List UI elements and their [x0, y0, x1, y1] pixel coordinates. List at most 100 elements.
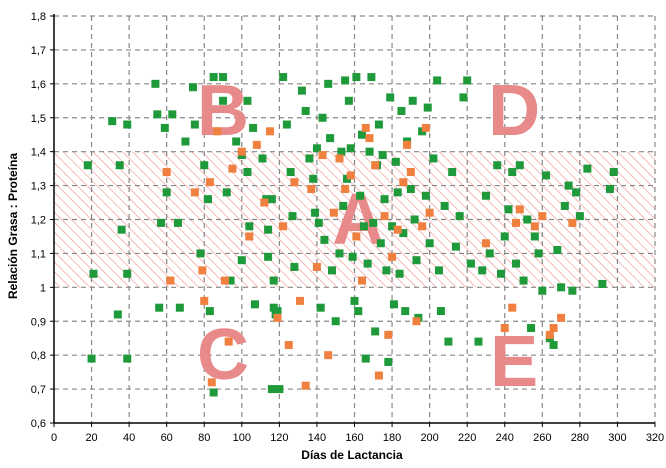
data-point: [508, 168, 517, 177]
data-point: [412, 256, 421, 265]
data-point: [173, 218, 182, 227]
data-point: [504, 205, 513, 214]
data-point: [224, 337, 233, 346]
y-tick-label: 1,7: [31, 45, 46, 57]
data-point: [204, 195, 213, 204]
data-point: [286, 168, 295, 177]
data-point: [478, 266, 487, 275]
data-point: [395, 269, 404, 278]
data-point: [463, 76, 472, 85]
data-point: [575, 212, 584, 221]
data-point: [123, 120, 132, 129]
data-points: [83, 73, 618, 397]
data-point: [553, 246, 562, 255]
data-point: [388, 252, 397, 261]
y-tick-label: 0,8: [31, 350, 46, 362]
data-point: [557, 283, 566, 292]
data-point: [273, 307, 282, 316]
data-point: [542, 171, 551, 180]
data-point: [309, 174, 318, 183]
data-point: [219, 96, 228, 105]
x-tick-labels: 0 20 40 60 80 100 120 140 160 180 200 220 240 260 280 3…: [51, 432, 664, 444]
data-point: [367, 73, 376, 82]
data-point: [264, 225, 273, 234]
data-point: [352, 232, 361, 241]
axes: [50, 14, 656, 427]
data-point: [320, 235, 329, 244]
data-point: [374, 371, 383, 380]
data-point: [519, 276, 528, 285]
data-point: [527, 324, 536, 333]
data-point: [324, 351, 333, 360]
data-point: [339, 201, 348, 210]
data-point: [327, 266, 336, 275]
y-tick-label: 1,5: [31, 113, 46, 125]
data-point: [459, 93, 468, 102]
data-point: [237, 256, 246, 265]
data-point: [168, 110, 177, 119]
data-point: [190, 120, 199, 129]
data-point: [365, 147, 374, 156]
data-point: [538, 286, 547, 295]
data-point: [87, 354, 96, 363]
x-tick-label: 160: [345, 432, 363, 444]
data-point: [335, 154, 344, 163]
data-point: [245, 222, 254, 231]
y-tick-label: 1,6: [31, 79, 46, 91]
data-point: [423, 103, 432, 112]
data-point: [534, 249, 543, 258]
y-tick-label: 1,4: [31, 147, 46, 159]
data-point: [376, 239, 385, 248]
data-point: [481, 239, 490, 248]
data-point: [89, 269, 98, 278]
data-point: [297, 86, 306, 95]
x-tick-label: 320: [646, 432, 664, 444]
data-point: [301, 381, 310, 390]
x-tick-label: 280: [571, 432, 589, 444]
data-point: [371, 327, 380, 336]
data-point: [421, 123, 430, 132]
data-point: [605, 184, 614, 193]
data-point: [264, 252, 273, 261]
data-point: [399, 178, 408, 187]
y-tick-label: 0,7: [31, 384, 46, 396]
data-point: [393, 188, 402, 197]
data-point: [500, 232, 509, 241]
data-point: [474, 337, 483, 346]
data-point: [455, 212, 464, 221]
data-point: [348, 252, 357, 261]
data-point: [245, 232, 254, 241]
data-point: [166, 276, 175, 285]
x-tick-label: 200: [420, 432, 438, 444]
data-point: [410, 215, 419, 224]
data-point: [560, 201, 569, 210]
data-point: [324, 79, 333, 88]
data-point: [365, 134, 374, 143]
data-point: [557, 313, 566, 322]
data-point: [369, 218, 378, 227]
data-point: [448, 168, 457, 177]
data-point: [307, 184, 316, 193]
data-point: [209, 388, 218, 397]
data-point: [436, 307, 445, 316]
data-point: [108, 117, 117, 126]
data-point: [389, 300, 398, 309]
data-point: [346, 171, 355, 180]
y-tick-label: 1,1: [31, 248, 46, 260]
data-point: [288, 212, 297, 221]
data-point: [318, 113, 327, 122]
data-point: [583, 164, 592, 173]
data-point: [378, 151, 387, 160]
data-point: [282, 120, 291, 129]
data-point: [160, 123, 169, 132]
data-point: [181, 137, 190, 146]
data-point: [267, 195, 276, 204]
data-point: [341, 76, 350, 85]
data-point: [538, 212, 547, 221]
data-point: [318, 151, 327, 160]
data-point: [388, 222, 397, 231]
data-point: [329, 208, 338, 217]
data-point: [269, 276, 278, 285]
